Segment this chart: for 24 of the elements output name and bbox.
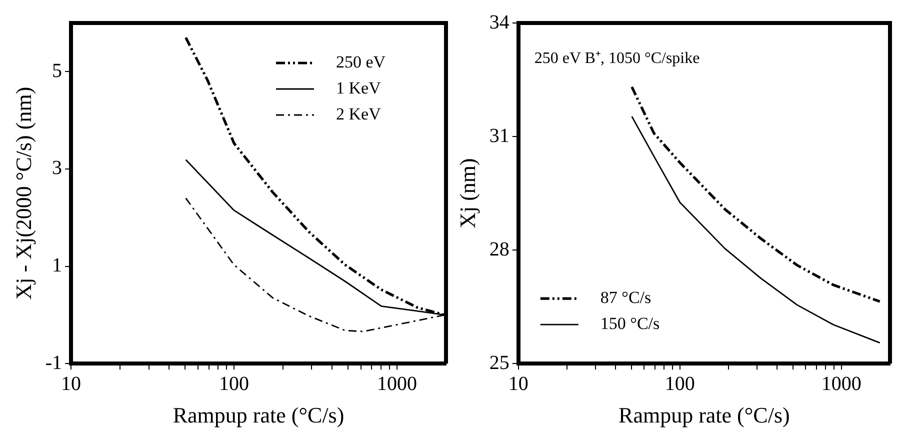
x-tick-label: 100 bbox=[219, 372, 250, 395]
y-tick-label: -1 bbox=[45, 352, 62, 374]
y-tick-label: 5 bbox=[52, 60, 62, 82]
y-tick-label: 31 bbox=[489, 124, 510, 147]
x-axis-title: Rampup rate (°C/s) bbox=[172, 402, 344, 428]
x-tick-label: 1000 bbox=[376, 372, 417, 395]
y-tick-label: 34 bbox=[489, 11, 510, 34]
x-tick-label: 10 bbox=[508, 372, 528, 395]
y-tick-label: 1 bbox=[52, 254, 62, 277]
legend-label: 87 °C/s bbox=[600, 288, 652, 308]
x-tick-label: 1000 bbox=[821, 372, 862, 395]
y-axis-title: Xj (nm) bbox=[454, 158, 480, 228]
y-tick-label: 28 bbox=[489, 238, 510, 260]
legend-label: 1 KeV bbox=[336, 78, 382, 98]
legend-label: 2 KeV bbox=[336, 104, 382, 124]
x-tick-label: 100 bbox=[664, 372, 695, 395]
x-tick-label: 10 bbox=[61, 372, 82, 395]
annotation: 250 eV B⁺, 1050 °C/spike bbox=[534, 50, 700, 68]
y-tick-label: 3 bbox=[52, 157, 62, 180]
x-axis-title: Rampup rate (°C/s) bbox=[618, 402, 790, 428]
legend-label: 150 °C/s bbox=[600, 314, 660, 334]
legend-label: 250 eV bbox=[336, 52, 386, 72]
y-tick-label: 25 bbox=[489, 352, 510, 374]
y-axis-title: Xj - Xj(2000 °C/s) (nm) bbox=[10, 86, 36, 300]
